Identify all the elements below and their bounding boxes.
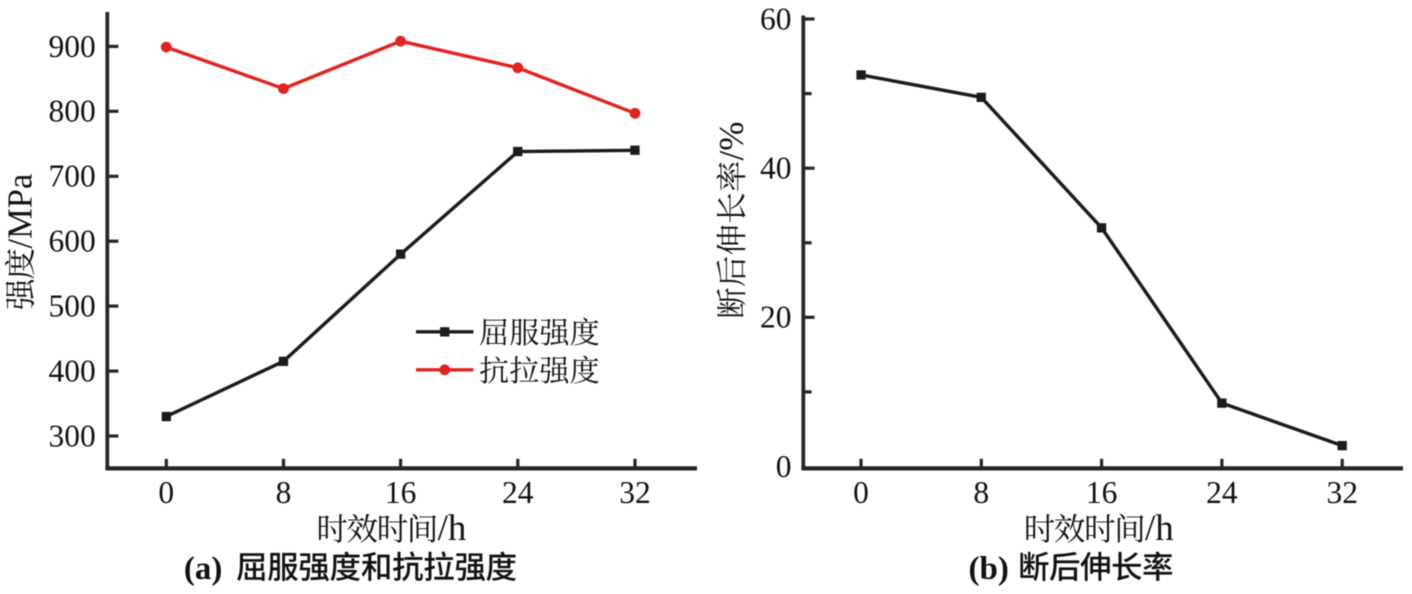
svg-text:600: 600 bbox=[49, 224, 96, 259]
svg-text:60: 60 bbox=[760, 1, 792, 36]
svg-text:0: 0 bbox=[776, 449, 792, 484]
svg-text:0: 0 bbox=[853, 475, 869, 510]
svg-text:/h: /h bbox=[1145, 508, 1174, 549]
svg-text:900: 900 bbox=[49, 29, 96, 64]
svg-text:400: 400 bbox=[49, 354, 96, 389]
svg-text:700: 700 bbox=[49, 159, 96, 194]
svg-text:16: 16 bbox=[1086, 475, 1118, 510]
svg-text:800: 800 bbox=[49, 94, 96, 129]
svg-text:/%: /% bbox=[712, 122, 751, 161]
svg-text:32: 32 bbox=[1326, 475, 1358, 510]
svg-text:0: 0 bbox=[158, 475, 174, 510]
svg-text:(b): (b) bbox=[969, 551, 1009, 587]
svg-text:40: 40 bbox=[760, 151, 792, 186]
svg-text:24: 24 bbox=[502, 475, 534, 510]
svg-text:300: 300 bbox=[49, 418, 96, 453]
svg-text:20: 20 bbox=[760, 300, 792, 335]
svg-text:(a): (a) bbox=[184, 551, 222, 587]
svg-text:8: 8 bbox=[973, 475, 989, 510]
svg-text:500: 500 bbox=[49, 289, 96, 324]
svg-text:/MPa: /MPa bbox=[2, 174, 40, 249]
svg-text:16: 16 bbox=[385, 475, 417, 510]
svg-text:24: 24 bbox=[1206, 475, 1238, 510]
svg-text:32: 32 bbox=[619, 475, 651, 510]
svg-text:/h: /h bbox=[438, 508, 467, 549]
svg-text:8: 8 bbox=[276, 475, 292, 510]
